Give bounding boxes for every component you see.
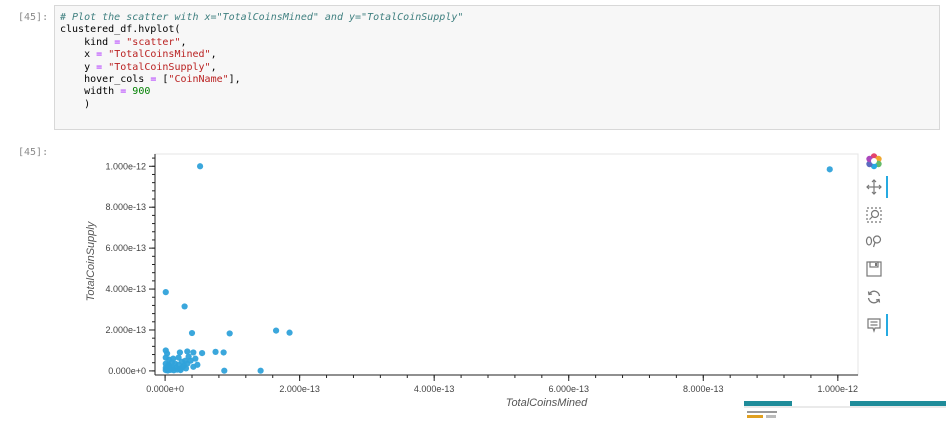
x-tick-label: 2.000e-13	[279, 384, 320, 394]
scatter-point	[286, 329, 293, 336]
x-tick-label: 8.000e-13	[683, 384, 724, 394]
hover-icon[interactable]	[862, 314, 886, 336]
scatter-point	[184, 348, 191, 355]
plot-toolbar	[862, 150, 888, 340]
scatter-point	[272, 327, 280, 334]
scatter-point	[226, 330, 233, 337]
bokeh-logo-icon[interactable]	[862, 150, 886, 172]
code-cell[interactable]: # Plot the scatter with x="TotalCoinsMin…	[54, 5, 940, 130]
code-close-paren: )	[84, 98, 91, 110]
scatter-point	[257, 367, 264, 374]
arg-x-value: "TotalCoinsMined"	[108, 49, 211, 61]
x-axis-label: TotalCoinsMined	[506, 397, 588, 409]
box-zoom-icon[interactable]	[862, 204, 886, 226]
y-tick-label: 0.000e+0	[108, 366, 146, 376]
scatter-point	[177, 366, 184, 374]
scatter-plot[interactable]: 0.000e+0 2.000e-13 4.000e-13 6.000e-13 8.000…	[0, 140, 946, 422]
arg-kind-key: kind	[84, 36, 109, 48]
scatter-point	[175, 354, 182, 361]
arg-kind-value: "scatter"	[126, 36, 181, 48]
code-comment: # Plot the scatter with x="TotalCoinsMin…	[60, 12, 464, 23]
input-prompt: [45]:	[18, 12, 49, 23]
scatter-point	[187, 357, 194, 364]
hover-active-indicator	[886, 314, 888, 336]
save-icon[interactable]	[862, 258, 886, 280]
y-tick-label: 2.000e-13	[105, 325, 146, 335]
scatter-point	[190, 349, 197, 356]
arg-x-key: x	[84, 49, 91, 61]
scatter-point	[181, 303, 188, 310]
x-tick-label: 0.000e+0	[146, 384, 184, 394]
plot-frame	[154, 153, 859, 376]
code-call: clustered_df.hvplot(	[60, 24, 181, 36]
scatter-point	[196, 163, 204, 170]
pan-active-indicator	[886, 176, 888, 198]
arg-y-value: "TotalCoinSupply"	[108, 61, 211, 73]
y-tick-label: 6.000e-13	[105, 243, 146, 253]
scatter-point	[198, 350, 206, 357]
y-tick-label: 1.000e-12	[105, 161, 146, 171]
scatter-point	[826, 166, 833, 173]
scatter-point	[182, 365, 190, 372]
reset-icon[interactable]	[862, 286, 886, 308]
wheel-zoom-icon[interactable]	[862, 230, 886, 252]
scatter-point	[194, 361, 201, 368]
x-tick-label: 1.000e-12	[818, 384, 859, 394]
x-tick-label: 6.000e-13	[548, 384, 589, 394]
x-tick-label: 4.000e-13	[414, 384, 455, 394]
arg-width-value: 900	[132, 86, 151, 98]
scatter-point	[162, 289, 169, 296]
arg-hover-value: "CoinName"	[168, 74, 229, 86]
scatter-point	[212, 348, 219, 355]
y-axis-label: TotalCoinSupply	[85, 220, 97, 301]
arg-y-key: y	[84, 61, 91, 73]
scatter-point	[176, 349, 183, 356]
scatter-point	[192, 355, 199, 362]
scatter-point	[221, 367, 228, 374]
scatter-point	[188, 329, 196, 337]
scatter-point	[220, 349, 227, 356]
y-tick-label: 8.000e-13	[105, 202, 146, 212]
pan-icon[interactable]	[862, 176, 886, 198]
arg-hover-key: hover_cols	[84, 74, 145, 86]
arg-width-key: width	[84, 86, 115, 98]
window-thumbnail[interactable]	[744, 399, 946, 422]
y-tick-label: 4.000e-13	[105, 284, 146, 294]
scatter-point	[166, 362, 173, 369]
code-text[interactable]: # Plot the scatter with x="TotalCoinsMin…	[60, 12, 464, 110]
output-prompt: [45]:	[18, 147, 49, 158]
